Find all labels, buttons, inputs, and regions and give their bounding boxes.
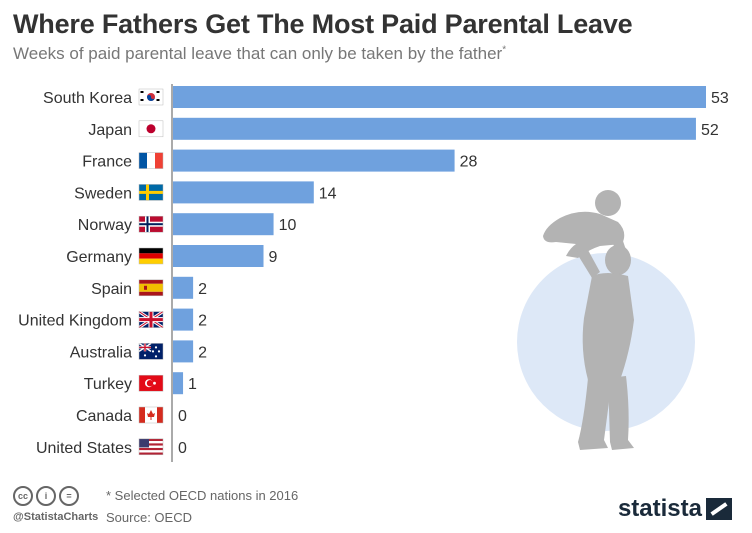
bar [173,117,696,140]
statista-logo[interactable]: statista [618,495,732,523]
south-korea-flag-icon [138,88,164,106]
category-label: Canada [76,408,132,425]
bar [173,372,184,395]
sweden-flag-icon [138,184,164,201]
brand-name: statista [617,495,702,522]
norway-flag-icon [138,215,164,233]
bar [173,308,194,331]
category-label: Germany [66,249,132,266]
bar [173,213,274,236]
value-label: 0 [178,440,187,457]
category-label: France [82,154,132,171]
cc-icon: cc [13,486,33,506]
value-label: 0 [178,408,187,425]
value-label: 1 [188,376,197,393]
nd-icon: = [59,486,79,506]
father-lifting-child-silhouette-icon [517,190,695,450]
category-label: Japan [88,122,132,139]
value-label: 2 [198,313,207,330]
value-label: 52 [701,122,719,139]
australia-flag-icon [138,342,164,360]
silhouette-figure [543,190,634,450]
by-icon: i [36,486,56,506]
subtitle-footnote-marker: * [502,44,507,56]
united-states-flag-icon [138,438,164,456]
value-label: 14 [319,185,337,202]
category-label: United States [36,440,132,457]
category-label: United Kingdom [18,313,132,330]
chart-subtitle: Weeks of paid parental leave that can on… [13,44,506,64]
united-kingdom-flag-icon [138,310,164,329]
value-label: 2 [198,281,207,298]
japan-flag-icon [138,120,164,138]
footnote: * Selected OECD nations in 2016 [106,488,299,503]
turkey-flag-icon [138,374,164,392]
twitter-handle: @StatistaCharts [13,511,99,523]
value-label: 10 [279,217,297,234]
subtitle-text: Weeks of paid parental leave that can on… [13,44,503,63]
bar [173,86,706,108]
license-icons: cc i = [13,486,79,506]
statista-logo-icon [706,498,732,520]
bar [173,245,264,267]
category-label: Spain [91,281,132,298]
value-label: 53 [711,90,729,107]
germany-flag-icon [138,247,164,265]
value-label: 2 [198,344,207,361]
bar [173,340,194,363]
category-label: Turkey [84,376,132,393]
bar [173,181,314,204]
category-label: Australia [70,344,132,361]
source-note: Source: OECD [106,510,192,525]
category-label: South Korea [43,90,132,107]
value-label: 9 [269,249,278,266]
canada-flag-icon [138,406,164,424]
spain-flag-icon [138,279,164,297]
bar [173,276,194,299]
category-label: Sweden [74,185,132,202]
chart-title: Where Fathers Get The Most Paid Parental… [13,9,633,39]
value-label: 28 [460,154,478,171]
category-label: Norway [78,217,132,234]
bar [173,149,455,172]
france-flag-icon [138,152,164,169]
